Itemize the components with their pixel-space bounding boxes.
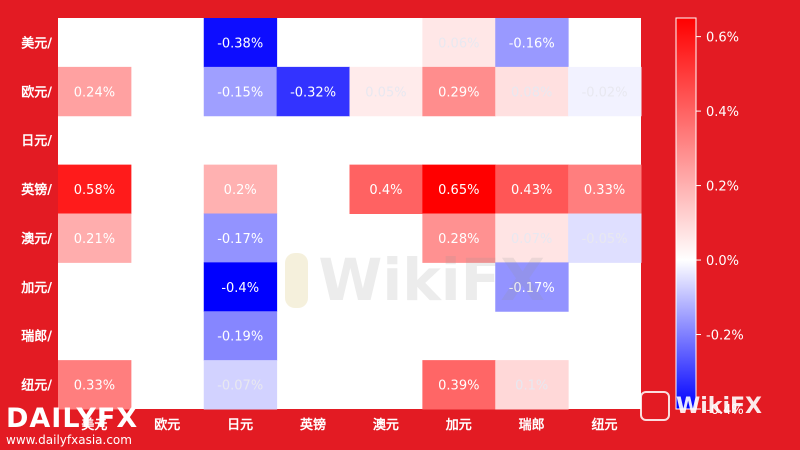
column-label: 欧元 (154, 417, 180, 433)
heatmap-cell (495, 262, 569, 312)
cell-value-label: 0.24% (74, 85, 115, 100)
heatmap-cell (58, 213, 132, 263)
cell-value-label: 0.08% (511, 85, 552, 100)
colorbar-tick-label: 0.6% (706, 31, 739, 46)
brand-name: DAILYFX (6, 403, 139, 434)
cell-value-label: -0.32% (290, 85, 336, 100)
column-label: 英镑 (299, 417, 326, 433)
heatmap-cell (203, 311, 278, 361)
heatmap-cell (495, 18, 569, 68)
cell-value-label: 0.29% (438, 85, 479, 100)
heatmap-cell (203, 66, 278, 117)
cell-value-label: -0.38% (217, 36, 263, 51)
cell-value-label: 0.4% (369, 183, 402, 198)
cell-value-label: 0.21% (74, 232, 115, 247)
cell-value-label: 0.33% (74, 379, 115, 394)
heatmap-cell (203, 18, 278, 68)
colorbar-tick-label: -0.4% (706, 403, 744, 418)
heatmap-cell (422, 18, 496, 68)
cell-value-label: 0.58% (74, 183, 115, 198)
heatmap-cell (203, 262, 278, 312)
heatmap-cell (568, 164, 642, 214)
row-label: 美元/ (21, 35, 52, 51)
heatmap-cell (568, 66, 642, 117)
cell-value-label: 0.07% (511, 232, 552, 247)
colorbar-tick-label: 0.0% (706, 254, 739, 269)
heatmap-cell (276, 66, 350, 117)
cell-value-label: 0.39% (438, 379, 479, 394)
heatmap-cell (422, 164, 496, 214)
heatmap-cell (203, 164, 278, 214)
column-label: 美元 (81, 417, 107, 433)
heatmap-cell (203, 360, 278, 410)
heatmap-cell (349, 164, 423, 214)
heatmap-cell (58, 360, 132, 410)
colorbar-tick-label: -0.2% (706, 329, 744, 344)
row-label: 加元/ (20, 281, 52, 296)
cell-value-label: 0.05% (365, 85, 406, 100)
column-label: 纽元 (592, 417, 618, 433)
heatmap-cell (422, 213, 496, 263)
dailyfx-brand: DAILYFX www.dailyfxasia.com (6, 403, 139, 448)
row-label: 澳元/ (21, 231, 52, 247)
row-label: 纽元/ (21, 378, 52, 394)
cell-value-label: -0.4% (221, 281, 259, 296)
heatmap-cell (58, 66, 132, 117)
cell-value-label: -0.15% (217, 85, 263, 100)
column-label: 日元 (227, 418, 253, 433)
heatmap-cell (495, 360, 569, 410)
row-label: 英镑/ (20, 182, 52, 198)
column-label: 加元 (445, 418, 472, 433)
cell-value-label: -0.05% (582, 232, 628, 247)
heatmap-cell (422, 360, 496, 410)
cell-value-label: 0.43% (511, 183, 552, 198)
brand-url: www.dailyfxasia.com (6, 433, 132, 447)
row-label: 瑞郎/ (21, 329, 52, 345)
cell-value-label: -0.19% (217, 330, 263, 345)
heatmap-cell (422, 66, 496, 117)
heatmap-cell (349, 66, 423, 117)
cell-value-label: 0.33% (584, 183, 625, 198)
row-label: 欧元/ (21, 84, 52, 100)
cell-value-label: 0.2% (224, 183, 257, 198)
heatmap-cell (203, 213, 278, 263)
cell-value-label: -0.17% (217, 232, 263, 247)
heatmap-cell (495, 164, 569, 214)
heatmap-cell (568, 213, 642, 263)
cell-value-label: -0.16% (509, 36, 555, 51)
wikifx-corner-icon (640, 391, 670, 421)
cell-value-label: -0.07% (217, 379, 263, 394)
cell-value-label: 0.06% (438, 36, 479, 51)
colorbar-tick-label: 0.4% (706, 105, 739, 120)
cell-value-label: -0.17% (509, 281, 555, 296)
colorbar-tick-label: 0.2% (706, 180, 739, 195)
cell-value-label: -0.02% (582, 85, 628, 100)
heatmap-cell (58, 164, 132, 214)
colorbar-gradient (675, 17, 697, 410)
column-label: 瑞郎 (519, 417, 545, 433)
heatmap-cell (495, 213, 569, 263)
row-label: 日元/ (21, 134, 52, 149)
column-label: 澳元 (373, 417, 399, 433)
cell-value-label: 0.65% (438, 183, 479, 198)
corner-watermark: WikiFX (640, 388, 800, 424)
heatmap-cell (495, 66, 569, 117)
cell-value-label: 0.28% (438, 232, 479, 247)
cell-value-label: 0.1% (515, 379, 548, 394)
